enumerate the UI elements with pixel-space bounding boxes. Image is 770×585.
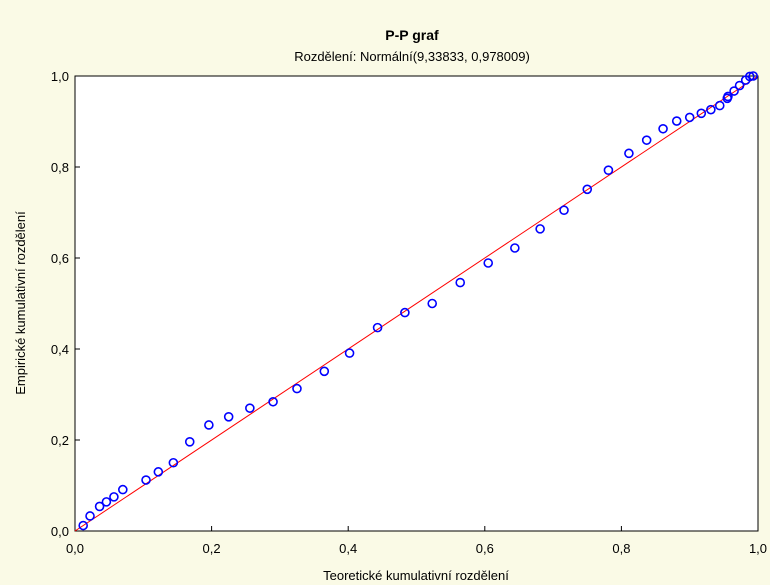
y-axis-label: Empirické kumulativní rozdělení [13, 211, 28, 395]
data-point [603, 165, 614, 175]
data-point [535, 224, 545, 234]
y-tick-label: 0,0 [51, 524, 69, 539]
x-tick-label: 1,0 [749, 541, 767, 556]
reference-line [74, 75, 759, 532]
data-point [78, 520, 88, 531]
x-tick-label: 0,0 [66, 541, 84, 556]
data-point [268, 396, 278, 407]
y-tick-label: 0,8 [51, 160, 69, 175]
x-axis-label: Teoretické kumulativní rozdělení [323, 568, 509, 583]
data-point [734, 80, 745, 91]
y-tick-label: 1,0 [51, 69, 69, 84]
data-point [118, 484, 128, 495]
data-point [684, 112, 695, 123]
data-point [184, 437, 195, 447]
data-point [85, 511, 95, 521]
data-point [510, 243, 520, 253]
data-point [729, 86, 739, 96]
data-point [706, 104, 716, 115]
data-point [559, 205, 569, 216]
data-points [78, 71, 759, 531]
x-tick-label: 0,4 [339, 541, 357, 556]
data-point [641, 135, 652, 145]
data-point [671, 116, 682, 126]
data-point [109, 492, 119, 502]
chart-title: P-P graf [385, 27, 439, 43]
x-tick-label: 0,2 [203, 541, 221, 556]
data-point [141, 475, 151, 485]
chart-subtitle: Rozdělení: Normální(9,33833, 0,978009) [294, 49, 530, 64]
data-point [372, 322, 383, 333]
data-point [582, 184, 593, 195]
data-point [344, 348, 355, 358]
data-point [94, 501, 105, 512]
data-point [204, 420, 214, 430]
data-point [101, 497, 112, 507]
data-point [319, 366, 330, 377]
data-point [223, 411, 234, 422]
data-point [696, 108, 707, 119]
axis-ticks: 0,0 0,2 0,4 0,6 0,8 1,0 0,0 0,2 0,4 0,6 0,8 1,0 [51, 69, 767, 556]
data-point [168, 457, 179, 468]
data-point [658, 123, 668, 134]
data-point [745, 71, 755, 82]
data-point [483, 258, 494, 268]
data-point [427, 298, 438, 309]
data-point [292, 383, 302, 394]
data-point [624, 148, 634, 159]
x-tick-label: 0,8 [612, 541, 630, 556]
y-tick-label: 0,6 [51, 251, 69, 266]
y-tick-label: 0,4 [51, 342, 69, 357]
data-point [400, 307, 410, 318]
data-point [245, 403, 255, 413]
data-point [455, 277, 466, 288]
y-tick-label: 0,2 [51, 433, 69, 448]
data-point [748, 71, 759, 81]
data-point [153, 467, 164, 477]
x-tick-label: 0,6 [476, 541, 494, 556]
data-point [714, 100, 725, 111]
data-point [723, 91, 733, 102]
